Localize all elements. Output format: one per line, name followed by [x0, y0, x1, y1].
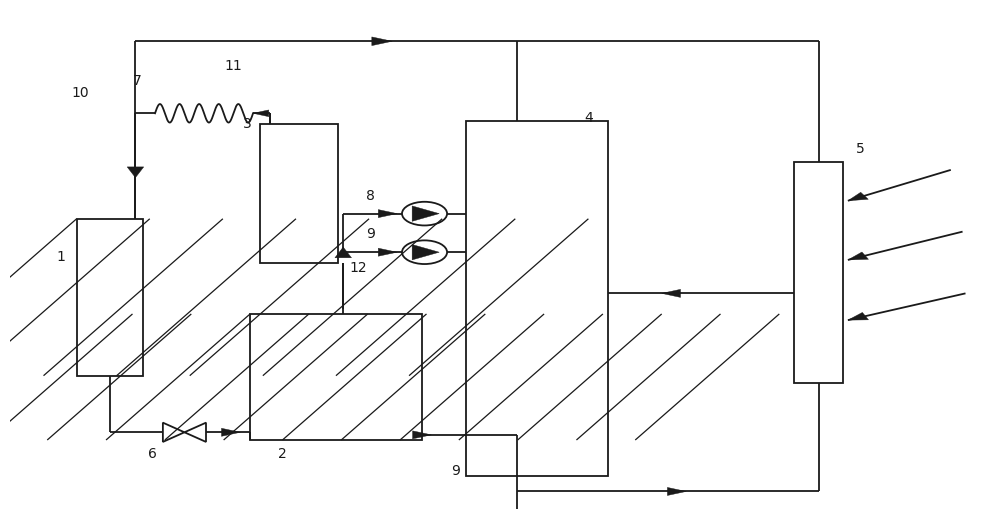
- Polygon shape: [378, 248, 397, 256]
- Polygon shape: [413, 431, 431, 439]
- Text: 5: 5: [856, 142, 865, 156]
- Bar: [260, 123, 338, 262]
- Bar: [466, 121, 608, 476]
- Text: 1: 1: [57, 250, 65, 265]
- Text: 9: 9: [366, 227, 375, 241]
- Polygon shape: [662, 289, 681, 297]
- Bar: [794, 162, 843, 383]
- Polygon shape: [412, 206, 439, 222]
- Text: 9: 9: [451, 464, 460, 478]
- Polygon shape: [848, 252, 868, 260]
- Text: 7: 7: [133, 75, 142, 88]
- Polygon shape: [848, 192, 868, 201]
- Text: 3: 3: [243, 117, 252, 131]
- Text: 2: 2: [278, 447, 287, 461]
- Text: 10: 10: [72, 86, 89, 100]
- Text: 11: 11: [225, 59, 242, 73]
- Polygon shape: [127, 167, 144, 177]
- Polygon shape: [378, 209, 397, 218]
- Polygon shape: [221, 428, 240, 436]
- Polygon shape: [848, 312, 868, 320]
- Text: 4: 4: [584, 111, 593, 125]
- Text: 6: 6: [148, 447, 157, 461]
- Text: 12: 12: [349, 260, 367, 275]
- Polygon shape: [335, 247, 351, 258]
- Bar: [77, 219, 143, 376]
- Polygon shape: [372, 37, 392, 46]
- Polygon shape: [253, 110, 269, 117]
- Polygon shape: [412, 245, 439, 260]
- Polygon shape: [667, 487, 686, 496]
- Bar: [250, 314, 422, 440]
- Text: 8: 8: [366, 188, 375, 203]
